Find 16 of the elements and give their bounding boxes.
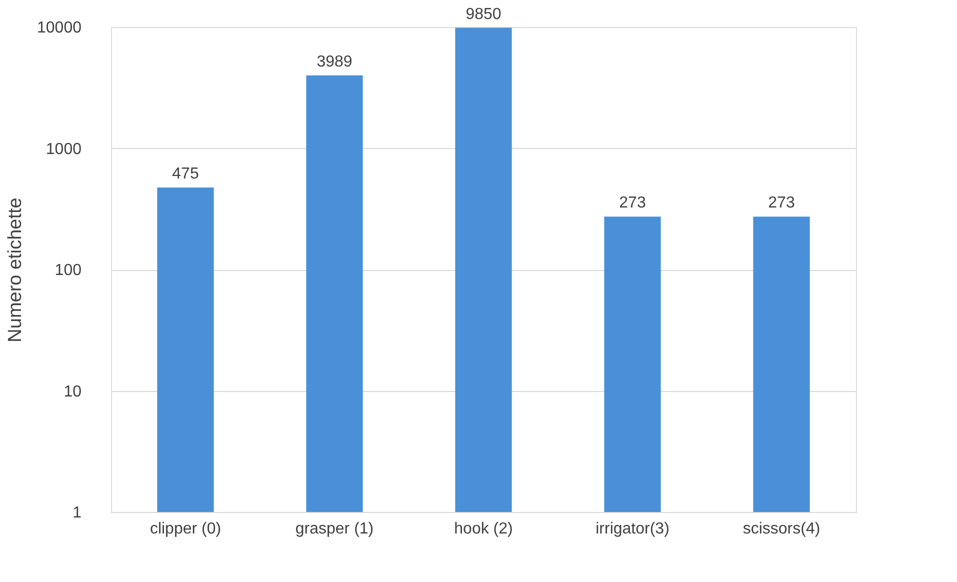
x-tick-label: hook (2): [454, 520, 513, 538]
data-label: 273: [768, 194, 795, 212]
y-tick-label: 10: [64, 383, 82, 400]
data-label: 9850: [466, 6, 502, 23]
y-tick-label: 1000: [46, 140, 82, 158]
data-label: 273: [619, 194, 646, 212]
x-tick-label: grasper (1): [295, 520, 374, 538]
y-tick-label: 10000: [37, 20, 82, 36]
x-tick-label: irrigator(3): [596, 520, 670, 538]
y-tick-label: 100: [54, 262, 82, 279]
data-label: 475: [172, 165, 199, 182]
y-tick-label: 1: [72, 504, 82, 522]
x-tick-label: clipper (0): [150, 520, 222, 538]
y-axis-title: Numero etichette: [5, 198, 26, 342]
data-label: 3989: [316, 53, 352, 70]
x-tick-label: scissors(4): [742, 520, 820, 538]
